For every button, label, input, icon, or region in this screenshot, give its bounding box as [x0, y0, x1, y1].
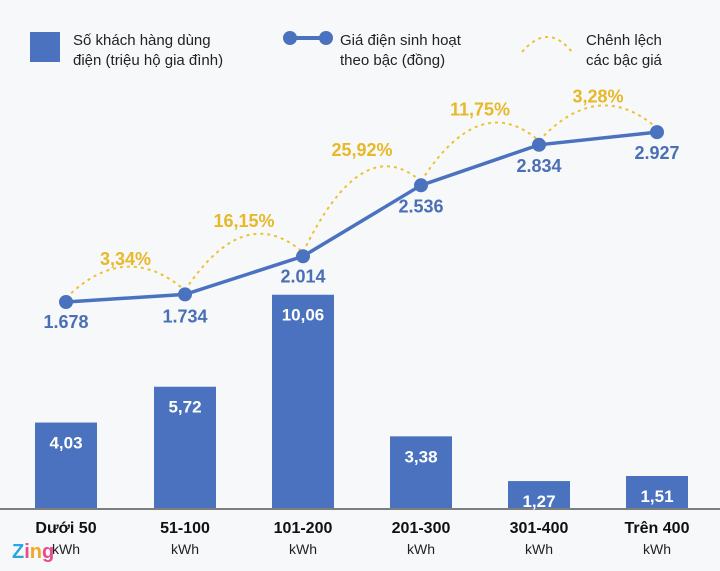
bar — [35, 422, 97, 508]
legend-line-dot — [283, 31, 297, 45]
category-unit: kWh — [171, 541, 199, 557]
category-label: Trên 400 — [625, 520, 690, 537]
legend-line-line2: theo bậc (đồng) — [340, 52, 445, 69]
difference-label: 11,75% — [450, 99, 510, 119]
legend-arc-swatch — [521, 36, 573, 53]
category-unit: kWh — [52, 541, 80, 557]
category-label: 201-300 — [392, 520, 451, 537]
difference-label: 3,28% — [572, 87, 623, 107]
bar-label: 5,72 — [168, 398, 201, 417]
legend-arc-line1: Chênh lệch — [586, 32, 662, 49]
legend: Số khách hàng dùng điện (triệu hộ gia đì… — [30, 31, 663, 69]
price-label: 2.014 — [280, 266, 325, 286]
legend-bar-swatch — [30, 32, 60, 62]
bar — [154, 386, 216, 508]
difference-arc — [420, 121, 540, 182]
category-unit: kWh — [407, 541, 435, 557]
difference-arc — [184, 232, 304, 291]
category-label: Dưới 50 — [35, 520, 96, 537]
difference-arc — [302, 165, 422, 253]
legend-line-line1: Giá điện sinh hoạt — [340, 32, 462, 49]
price-point — [59, 295, 73, 309]
price-point — [178, 287, 192, 302]
legend-bar-line2: điện (triệu hộ gia đình) — [73, 52, 223, 69]
category-unit: kWh — [643, 541, 671, 557]
legend-line-dot — [319, 31, 333, 45]
difference-label: 16,15% — [213, 211, 274, 231]
price-point — [414, 178, 428, 193]
price-point — [296, 249, 310, 264]
price-label: 2.927 — [634, 143, 679, 163]
price-line — [65, 130, 658, 304]
price-label: 2.834 — [516, 156, 561, 176]
price-point — [650, 125, 664, 140]
category-label: 301-400 — [510, 520, 569, 537]
bar-label: 3,38 — [404, 447, 437, 466]
bar-label: 4,03 — [49, 434, 82, 453]
bar — [272, 294, 334, 508]
price-label: 1.678 — [43, 312, 88, 332]
difference-label: 25,92% — [331, 140, 392, 160]
bar-label: 1,51 — [640, 487, 673, 506]
price-label: 2.536 — [398, 196, 443, 216]
difference-arc — [65, 265, 186, 299]
category-label: 51-100 — [160, 520, 210, 537]
category-unit: kWh — [289, 541, 317, 557]
category-label: 101-200 — [274, 520, 333, 537]
bar-label: 10,06 — [282, 306, 325, 325]
bar-label: 1,27 — [522, 492, 555, 511]
svg-text:Zing: Zing — [12, 541, 54, 563]
bar — [390, 436, 452, 508]
price-point — [532, 137, 546, 152]
legend-bar-line1: Số khách hàng dùng — [73, 32, 211, 49]
category-unit: kWh — [525, 541, 553, 557]
legend-arc-line2: các bậc giá — [586, 52, 663, 69]
zing-watermark: Zing — [12, 541, 54, 563]
price-label: 1.734 — [162, 306, 207, 326]
bar — [626, 475, 688, 508]
difference-label: 3,34% — [100, 249, 151, 269]
bar — [508, 481, 570, 508]
